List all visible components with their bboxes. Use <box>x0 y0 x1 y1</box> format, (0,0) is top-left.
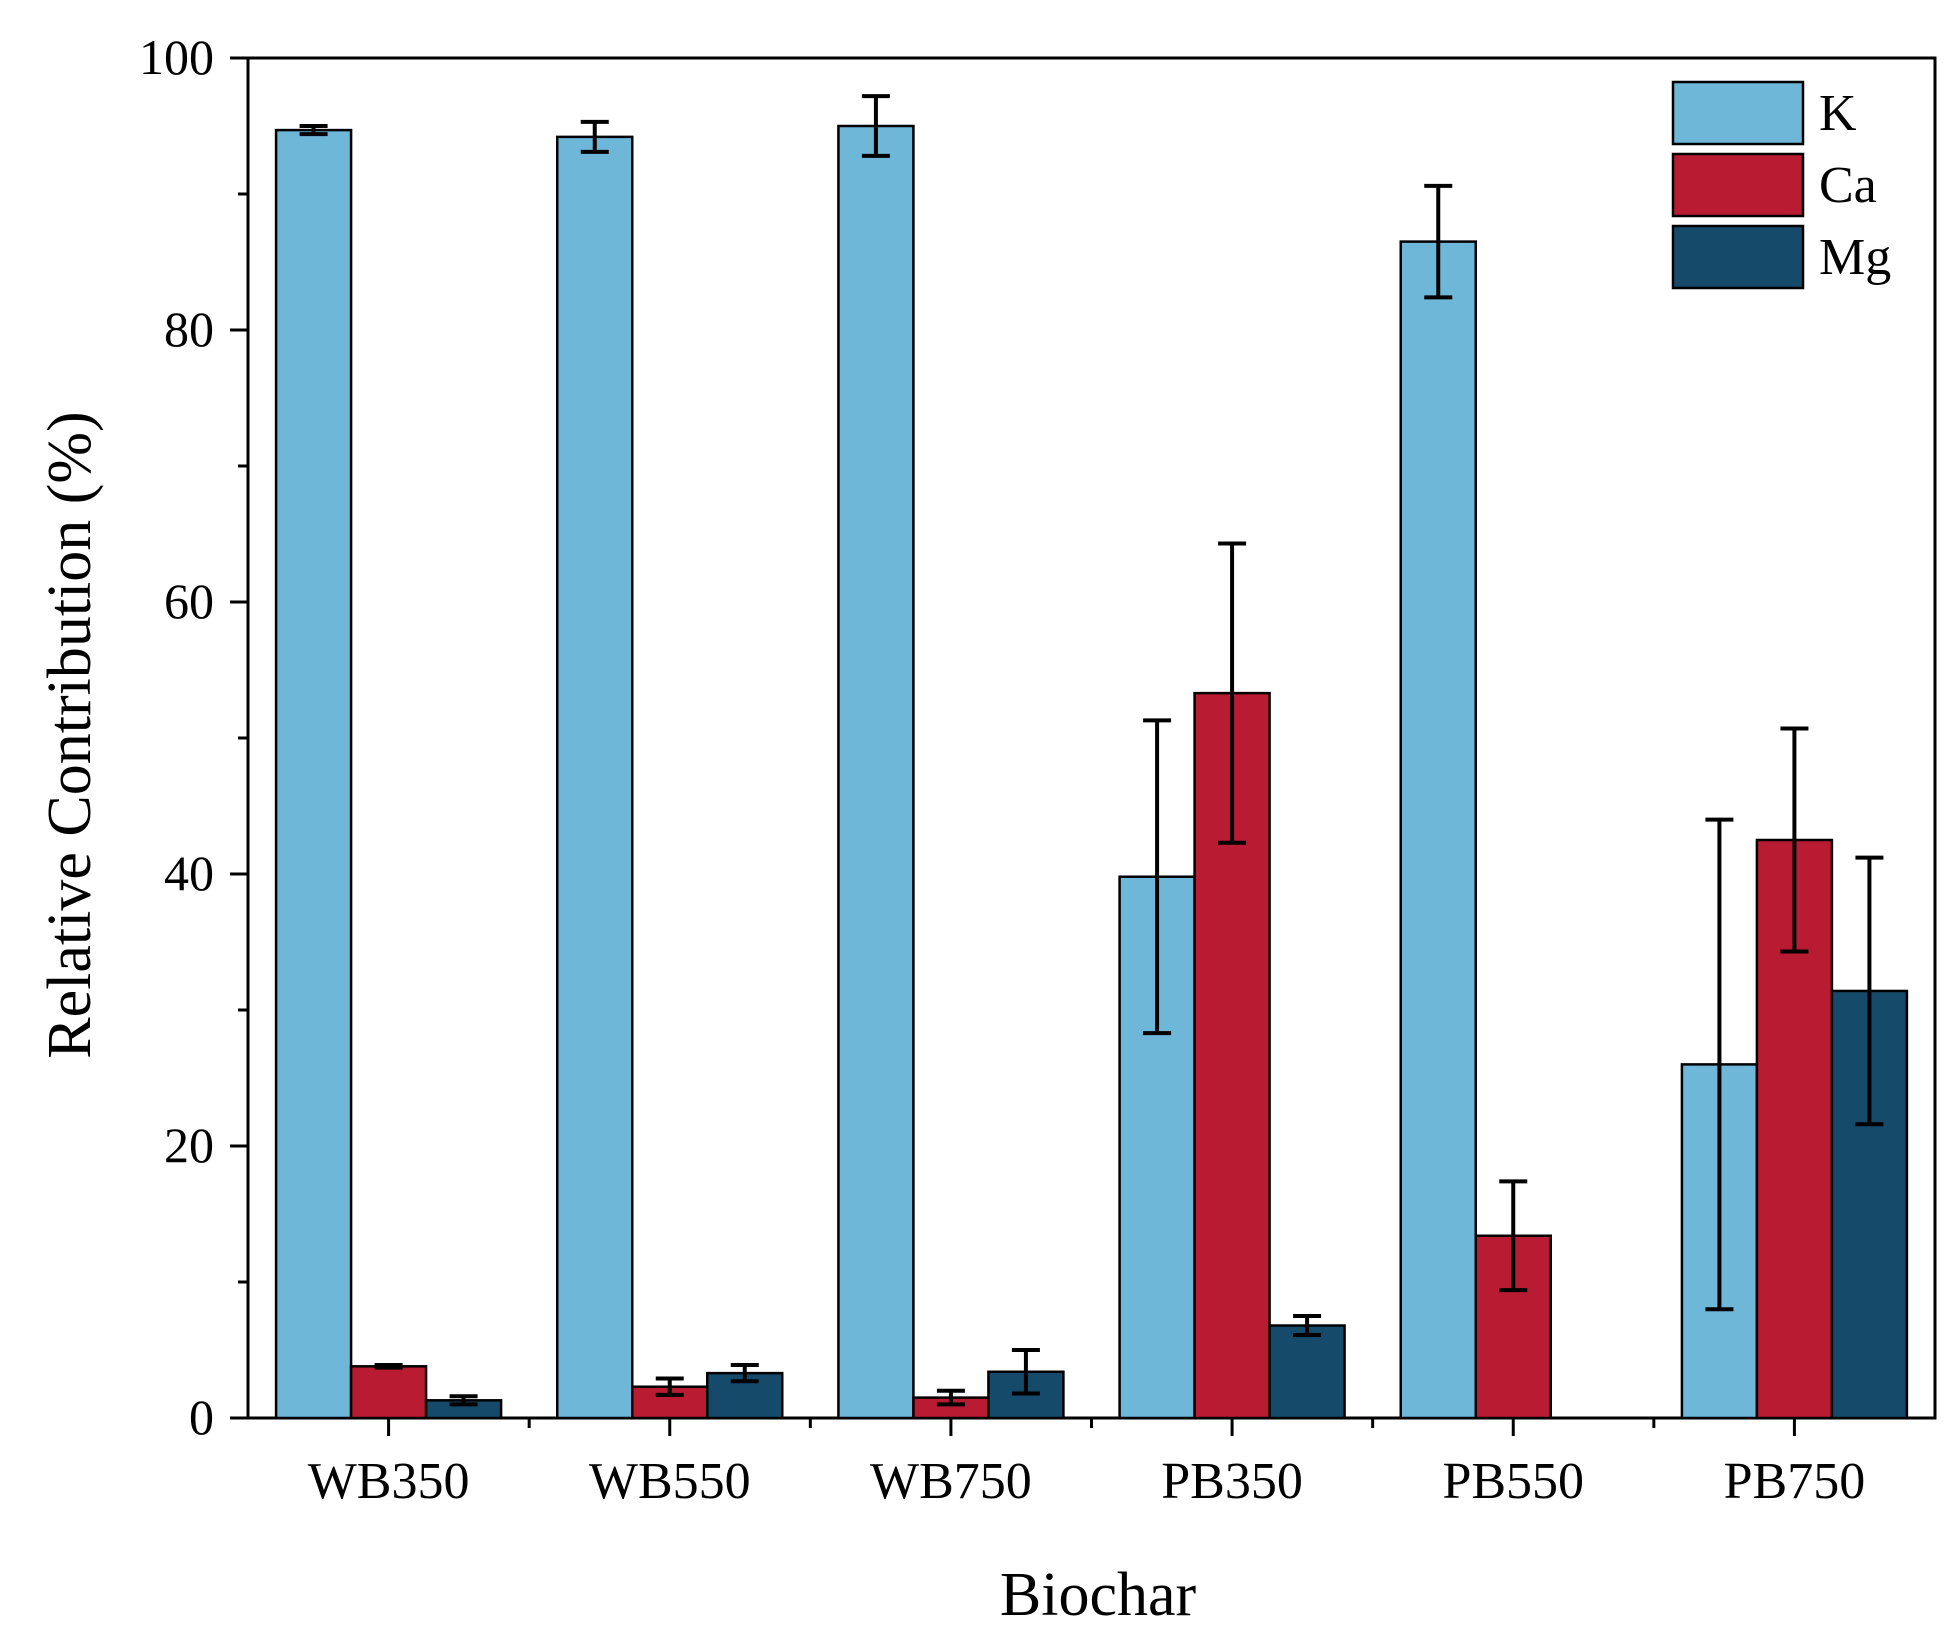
legend-label-ca: Ca <box>1819 157 1877 214</box>
error-bars-layer <box>299 94 1884 1407</box>
error-bar-k-wb550 <box>580 119 609 154</box>
bar-mg-pb350 <box>1268 1324 1346 1420</box>
error-bar-k-pb350 <box>1143 718 1172 1036</box>
bars-layer <box>274 124 1909 1420</box>
legend-item-ca: Ca <box>1671 152 1877 218</box>
bar-ca-wb350 <box>349 1365 428 1420</box>
legend: K Ca Mg <box>1671 80 1891 290</box>
error-bar-k-wb350 <box>299 124 328 137</box>
y-tick-label: 80 <box>164 301 214 357</box>
error-bar-mg-pb750 <box>1855 855 1884 1127</box>
x-tick-label-wb350: WB350 <box>308 1453 470 1510</box>
x-tick-label-pb550: PB550 <box>1442 1453 1584 1510</box>
error-bar-mg-pb350 <box>1293 1314 1322 1338</box>
y-tick-label: 40 <box>164 845 214 901</box>
error-bar-ca-pb750 <box>1780 726 1809 954</box>
bar-k-wb750 <box>837 124 915 1420</box>
y-tick-label: 20 <box>164 1117 214 1173</box>
x-tick-label-wb550: WB550 <box>589 1453 751 1510</box>
error-bar-mg-wb350 <box>449 1394 478 1407</box>
legend-label-mg: Mg <box>1819 229 1891 286</box>
legend-swatch-mg <box>1671 224 1805 290</box>
x-tick-label-pb750: PB750 <box>1724 1453 1866 1510</box>
y-tick-label: 60 <box>164 573 214 629</box>
x-tick-label-wb750: WB750 <box>870 1453 1032 1510</box>
axes-layer: 0 20 40 60 80 100 WB350 WB550 WB750 PB350 PB550 PB7… <box>139 29 1865 1510</box>
error-bar-k-pb550 <box>1424 183 1453 300</box>
error-bar-ca-wb750 <box>936 1388 965 1407</box>
legend-swatch-k <box>1671 80 1805 146</box>
error-bar-mg-wb750 <box>1011 1348 1040 1396</box>
y-tick-label: 0 <box>189 1389 214 1445</box>
error-bar-k-pb750 <box>1705 817 1734 1312</box>
x-tick-label-pb350: PB350 <box>1161 1453 1303 1510</box>
error-bar-ca-wb550 <box>655 1376 684 1397</box>
x-axis-label: Biochar <box>1000 1561 1197 1629</box>
legend-label-k: K <box>1819 85 1857 142</box>
bar-k-pb550 <box>1399 240 1477 1420</box>
legend-item-k: K <box>1671 80 1857 146</box>
y-axis-label: Relative Contribution (%) <box>36 411 104 1058</box>
error-bar-ca-pb350 <box>1218 541 1247 845</box>
error-bar-ca-pb550 <box>1499 1179 1528 1293</box>
error-bar-k-wb750 <box>861 94 890 158</box>
legend-swatch-ca <box>1671 152 1805 218</box>
error-bar-ca-wb350 <box>374 1362 403 1370</box>
bar-k-wb550 <box>556 135 634 1420</box>
y-tick-label: 100 <box>139 29 214 85</box>
legend-item-mg: Mg <box>1671 224 1891 290</box>
error-bar-mg-wb550 <box>730 1362 759 1384</box>
bar-k-wb350 <box>274 128 353 1420</box>
